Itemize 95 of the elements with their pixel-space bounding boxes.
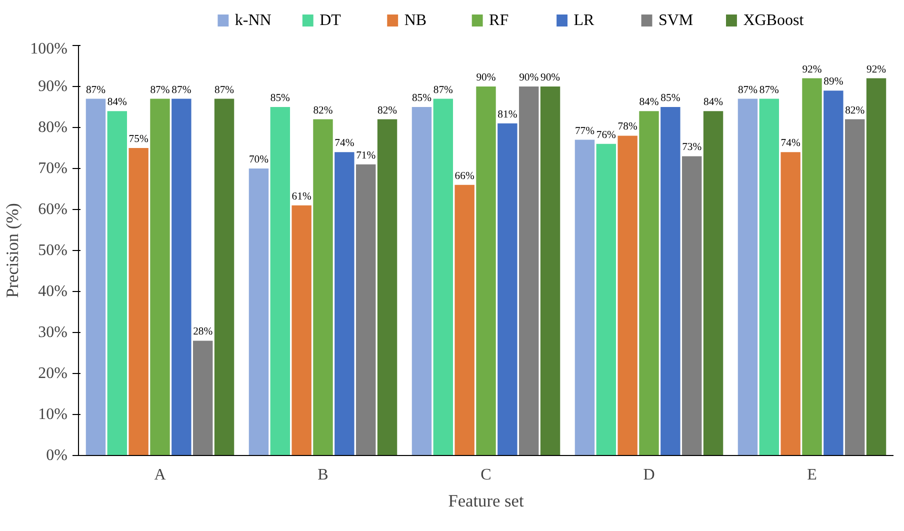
bar [214, 98, 234, 456]
bar [356, 164, 376, 456]
legend-label: NB [404, 12, 427, 29]
data-label: 87% [214, 84, 234, 96]
data-label: 90% [519, 72, 539, 84]
data-label: 76% [596, 130, 616, 141]
bar [780, 152, 800, 456]
x-tick-label: A [154, 466, 166, 484]
data-label: 82% [378, 105, 398, 116]
bar [476, 86, 496, 456]
bar [802, 78, 822, 456]
bar [313, 119, 333, 456]
bar [639, 111, 659, 456]
data-label: 70% [248, 154, 269, 166]
bar [107, 111, 128, 456]
data-label: 92% [802, 64, 822, 76]
data-label: 84% [107, 97, 128, 108]
y-tick-label: 10% [38, 406, 68, 423]
data-label: 87% [86, 84, 106, 96]
legend-label: XGBoost [743, 12, 804, 29]
data-label: 85% [412, 93, 432, 104]
data-label: 82% [845, 105, 865, 116]
bar [248, 168, 269, 456]
y-tick-label: 80% [38, 119, 68, 136]
data-label: 92% [866, 64, 886, 76]
data-label: 87% [433, 84, 454, 96]
y-tick-label: 40% [38, 283, 68, 300]
x-tick-label: E [807, 466, 817, 484]
data-label: 85% [660, 93, 680, 104]
bar [866, 78, 886, 456]
y-tick-label: 70% [38, 160, 68, 177]
bar [377, 119, 398, 456]
legend-label: RF [489, 12, 509, 29]
data-label: 73% [682, 142, 702, 154]
bar [292, 205, 312, 456]
legend-label: LR [574, 12, 595, 29]
data-label: 90% [540, 72, 560, 84]
data-label: 84% [704, 97, 724, 108]
data-label: 71% [356, 150, 376, 162]
bar [433, 98, 454, 456]
data-label: 87% [172, 84, 192, 96]
data-label: 84% [639, 97, 659, 108]
data-label: 90% [476, 72, 496, 84]
bar [334, 152, 354, 456]
legend-label: k-NN [234, 12, 272, 29]
bar [412, 107, 432, 456]
y-axis-title: Precision (%) [3, 202, 22, 298]
bar [759, 98, 780, 456]
bar [192, 340, 213, 456]
bar [682, 156, 702, 456]
y-tick-label: 100% [30, 40, 68, 58]
data-label: 74% [334, 138, 354, 150]
data-label: 87% [150, 84, 170, 96]
x-axis-title: Feature set [448, 492, 524, 510]
data-label: 89% [824, 76, 844, 88]
data-label: 75% [128, 134, 148, 145]
y-tick-label: 30% [38, 324, 68, 341]
legend-label: DT [320, 12, 342, 29]
bar [844, 119, 865, 456]
data-label: 28% [193, 326, 213, 338]
data-label: 81% [498, 109, 518, 120]
bar [824, 90, 844, 456]
data-label: 61% [292, 191, 312, 202]
bar [128, 148, 148, 456]
y-tick-label: 90% [38, 78, 68, 95]
bar [150, 98, 170, 456]
bar [660, 107, 680, 456]
bar [498, 123, 518, 456]
data-label: 87% [738, 84, 758, 96]
bar [270, 107, 290, 456]
data-label: 87% [759, 84, 780, 96]
data-label: 85% [270, 93, 290, 104]
x-tick-label: C [480, 466, 492, 484]
data-label: 82% [313, 105, 333, 116]
x-tick-label: D [643, 466, 655, 484]
legend-label: SVM [658, 12, 694, 29]
bar [574, 140, 595, 456]
data-label: 74% [780, 138, 800, 150]
data-label: 66% [454, 170, 474, 182]
y-tick-label: 50% [38, 242, 68, 259]
bar [618, 136, 638, 456]
x-tick-label: B [318, 466, 328, 484]
bar [172, 98, 192, 456]
data-label: 77% [574, 126, 595, 137]
bar [454, 184, 474, 456]
data-label: 78% [618, 122, 638, 133]
bar [518, 86, 539, 456]
bar [540, 86, 560, 456]
bar [703, 111, 724, 456]
y-tick-label: 20% [38, 365, 68, 382]
bar [86, 98, 106, 456]
y-tick-label: 60% [38, 201, 68, 218]
bar [596, 144, 616, 456]
bar [738, 98, 758, 456]
y-tick-label: 0% [46, 447, 68, 464]
